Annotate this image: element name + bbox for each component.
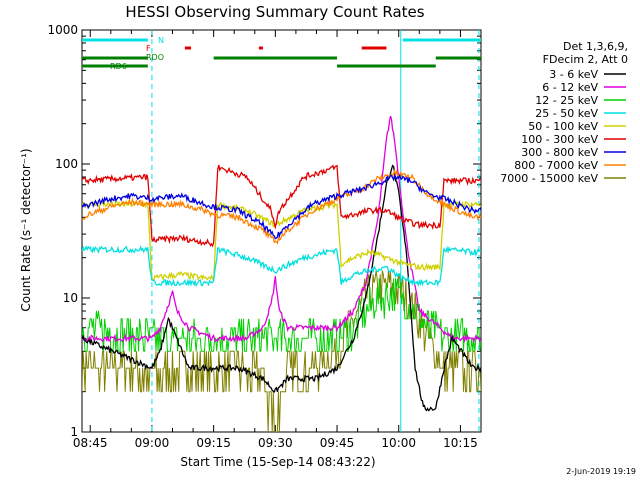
legend-header: FDecim 2, Att 0 bbox=[543, 53, 628, 66]
series-line bbox=[82, 168, 481, 245]
flag-label: RDO bbox=[146, 53, 164, 62]
legend-entry-label: 3 - 6 keV bbox=[549, 68, 598, 81]
plot-frame bbox=[81, 29, 482, 433]
legend-entry-label: 800 - 7000 keV bbox=[514, 159, 598, 172]
series-line bbox=[82, 199, 481, 282]
x-tick-label: 09:00 bbox=[135, 436, 170, 450]
series-line bbox=[82, 244, 481, 288]
legend-entry-label: 6 - 12 keV bbox=[542, 81, 598, 94]
y-tick-label: 10 bbox=[63, 291, 78, 305]
legend-entry-label: 7000 - 15000 keV bbox=[500, 172, 598, 185]
x-tick-label: 10:00 bbox=[381, 436, 416, 450]
series-line bbox=[82, 115, 481, 344]
series-line bbox=[82, 173, 481, 240]
x-tick-label: 09:15 bbox=[196, 436, 231, 450]
x-tick-label: 08:45 bbox=[73, 436, 108, 450]
legend-entry-label: 100 - 300 keV bbox=[521, 133, 598, 146]
legend-entry-label: 300 - 800 keV bbox=[521, 146, 598, 159]
legend-entry-label: 50 - 100 keV bbox=[528, 120, 598, 133]
flag-label: RD6 bbox=[110, 62, 127, 71]
y-tick-label: 1 bbox=[70, 425, 78, 439]
y-axis-label: Count Rate (s⁻¹ detector⁻¹) bbox=[19, 148, 33, 311]
series-line bbox=[82, 270, 481, 432]
legend-entry-label: 12 - 25 keV bbox=[535, 94, 598, 107]
plot-area: 08:45 09:00 09:15 09:30 09:45 10:00 10:15 1 10 10… bbox=[47, 23, 482, 450]
x-tick-label: 09:45 bbox=[320, 436, 355, 450]
legend-entry-label: 25 - 50 keV bbox=[535, 107, 598, 120]
legend-header: Det 1,3,6,9, bbox=[563, 40, 628, 53]
data-layer bbox=[82, 30, 481, 432]
date-stamp: 2-Jun-2019 19:19 bbox=[566, 467, 636, 476]
series-line bbox=[82, 278, 481, 352]
y-tick-label: 1000 bbox=[47, 23, 78, 37]
series-line bbox=[82, 164, 481, 412]
y-tick-label: 100 bbox=[55, 157, 78, 171]
chart-title: HESSI Observing Summary Count Rates bbox=[125, 3, 424, 21]
x-tick-label: 09:30 bbox=[258, 436, 293, 450]
x-tick-label: 10:15 bbox=[443, 436, 478, 450]
series-line bbox=[82, 164, 481, 248]
flag-label: N bbox=[158, 36, 164, 45]
flag-label: F bbox=[146, 44, 151, 53]
x-axis-label: Start Time (15-Sep-14 08:43:22) bbox=[180, 455, 375, 469]
